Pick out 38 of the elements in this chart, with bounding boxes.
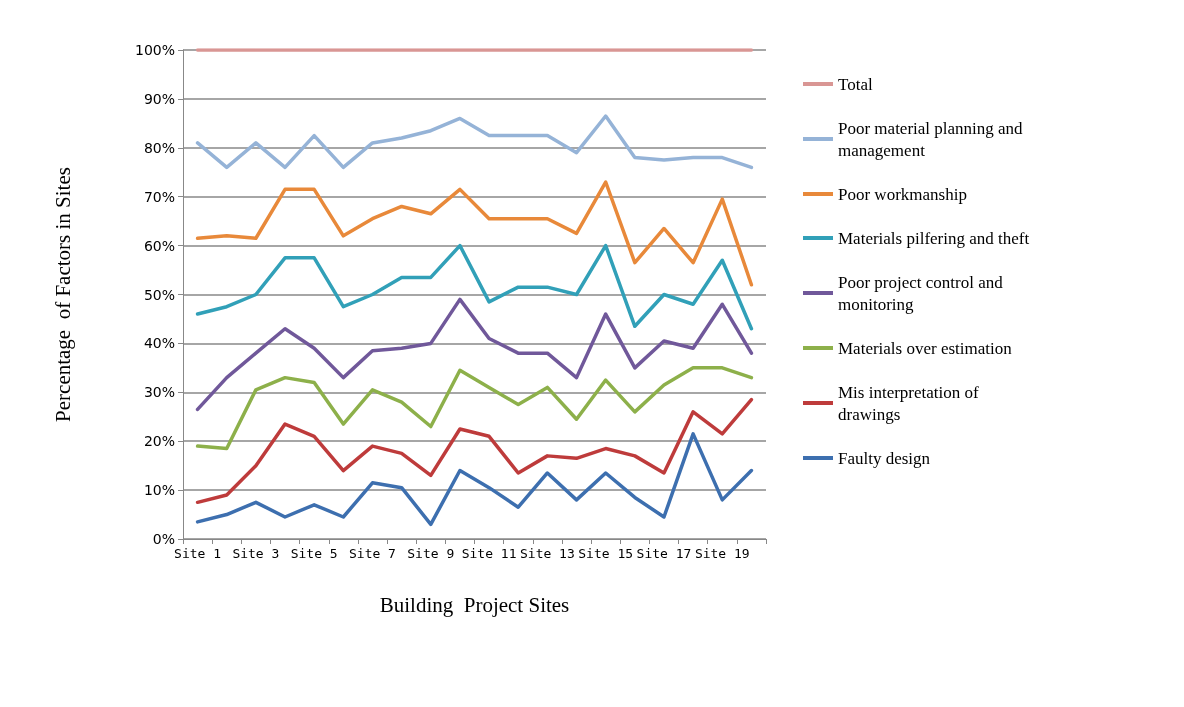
x-tick-label: Site 17 [636,546,692,561]
y-tick-label: 70% [143,188,175,205]
line-series [195,114,754,170]
legend-label: Materials pilfering and theft [838,228,1030,248]
line-series [195,432,754,527]
line-series [195,366,754,451]
x-tick-label: Site 11 [461,546,517,561]
y-tick-label: 0% [152,531,175,547]
y-tick-label: 80% [143,139,175,156]
legend-label: Poor material planning and management [838,118,1027,160]
y-tick-label: 40% [143,335,175,352]
line-series [195,297,754,412]
x-tick-label: Site 9 [407,546,455,561]
x-tick-label: Site 3 [232,546,280,561]
line-series [195,397,754,505]
x-axis-title: Building Project Sites [379,592,570,617]
legend-label: Mis interpretation of drawings [838,382,983,424]
legend-label: Poor workmanship [838,184,967,204]
y-tick-label: 30% [143,384,175,401]
line-series [195,180,754,287]
legend-label: Faulty design [838,448,931,468]
legend-label: Poor project control and monitoring [838,272,1008,314]
y-tick-label: 100% [134,42,175,58]
line-series [195,243,754,331]
y-tick-label: 10% [143,482,175,499]
x-tick-label: Site 15 [578,546,634,561]
y-tick-label: 50% [143,286,175,303]
x-tick-label: Site 13 [519,546,575,561]
y-tick-label: 90% [143,90,175,107]
legend-label: Total [838,74,873,94]
x-tick-label: Site 5 [290,546,338,561]
x-tick-label: Site 7 [348,546,396,561]
y-tick-label: 20% [143,433,175,450]
x-tick-label: Site 1 [174,546,222,561]
y-axis-title: Percentage of Factors in Sites [50,167,75,422]
legend-label: Materials over estimation [838,338,1013,358]
y-tick-label: 60% [143,237,175,254]
x-tick-label: Site 19 [694,546,750,561]
